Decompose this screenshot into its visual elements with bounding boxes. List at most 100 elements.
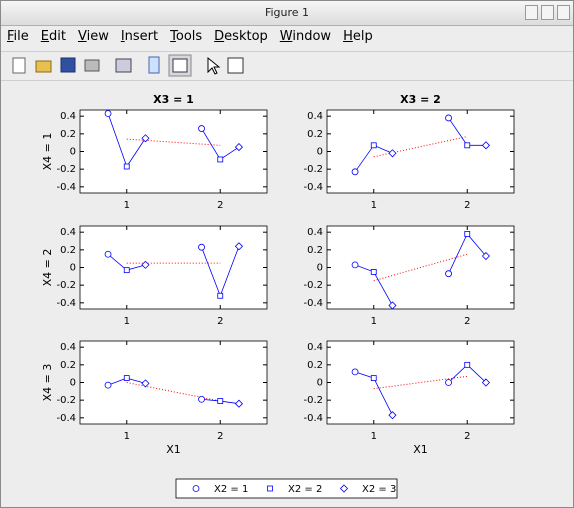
y-tick-label: -0.2: [303, 164, 323, 175]
marker: [217, 398, 224, 404]
menu-item[interactable]: View: [77, 29, 109, 44]
menu-item[interactable]: Desktop: [214, 29, 268, 44]
axes: [326, 109, 515, 194]
x-tick-label: 1: [124, 431, 130, 442]
close-button[interactable]: [557, 5, 570, 20]
marker: [198, 243, 205, 251]
y-tick-label: 0: [317, 263, 323, 274]
legend-marker: [339, 484, 349, 493]
x-tick-label: 2: [217, 431, 223, 442]
marker: [234, 143, 244, 152]
marker: [388, 411, 397, 420]
y-tick-label: 0.2: [60, 129, 76, 140]
print-icon[interactable]: [84, 59, 100, 72]
marker: [141, 134, 150, 143]
x-axis-label: X1: [166, 443, 181, 456]
menu-item[interactable]: Edit: [40, 29, 66, 44]
legend-label: X2 = 2: [288, 484, 322, 495]
mean-line: [126, 382, 221, 402]
y-tick-label: 0.4: [60, 111, 76, 122]
marker: [388, 149, 397, 158]
colorbar-icon[interactable]: [148, 56, 160, 74]
marker: [351, 168, 359, 176]
menu-item[interactable]: Window: [279, 29, 332, 44]
marker: [351, 261, 359, 269]
property-editor-icon[interactable]: [227, 57, 244, 74]
marker: [481, 378, 491, 387]
maximize-button[interactable]: [541, 5, 554, 20]
y-axis-label: X4 = 3: [41, 364, 54, 402]
x-tick-label: 2: [217, 200, 223, 211]
pointer-icon[interactable]: [207, 56, 221, 75]
marker: [445, 114, 452, 122]
x-axis-label: X1: [413, 443, 428, 456]
x-tick-label: 2: [217, 316, 223, 327]
y-tick-label: 0: [317, 147, 323, 158]
minimize-button[interactable]: [525, 5, 538, 20]
y-tick-label: 0: [70, 378, 76, 389]
y-tick-label: -0.4: [303, 182, 323, 193]
y-axis-label: X4 = 1: [41, 133, 54, 171]
marker: [351, 368, 359, 376]
new-icon[interactable]: [12, 57, 26, 74]
marker: [481, 141, 491, 150]
marker: [370, 142, 377, 149]
marker: [234, 399, 244, 408]
x-tick-label: 1: [124, 316, 130, 327]
marker: [464, 142, 471, 149]
y-tick-label: -0.2: [303, 395, 323, 406]
marker: [445, 270, 452, 278]
marker: [198, 395, 205, 403]
axes-title: X3 = 2: [400, 93, 441, 106]
marker: [464, 361, 471, 368]
marker: [141, 379, 150, 388]
legend-box: [175, 478, 398, 499]
legend-marker: [267, 485, 273, 492]
y-tick-label: -0.2: [56, 395, 76, 406]
mean-line: [373, 253, 468, 282]
open-icon[interactable]: [35, 60, 52, 73]
axes-title: X3 = 1: [153, 93, 194, 106]
marker: [481, 251, 491, 261]
menu-item[interactable]: Help: [343, 29, 373, 44]
marker: [198, 125, 205, 132]
y-tick-label: -0.2: [56, 164, 76, 175]
x-tick-label: 2: [464, 431, 470, 442]
y-tick-label: 0.4: [307, 227, 323, 238]
y-tick-label: 0.2: [60, 245, 76, 256]
x-tick-label: 1: [371, 316, 377, 327]
print-preview-icon[interactable]: [115, 58, 132, 73]
marker: [217, 292, 224, 299]
y-tick-label: -0.4: [56, 182, 76, 193]
y-tick-label: -0.4: [303, 298, 323, 309]
toolbar-icons: [12, 54, 244, 77]
x-tick-label: 1: [124, 200, 130, 211]
x-tick-label: 2: [464, 200, 470, 211]
marker: [104, 250, 112, 258]
marker: [370, 269, 377, 275]
x-tick-label: 2: [464, 316, 470, 327]
x-tick-label: 1: [371, 431, 377, 442]
y-tick-label: 0.2: [60, 360, 76, 371]
mean-line: [373, 375, 468, 390]
legend-marker: [192, 485, 200, 492]
save-icon[interactable]: [60, 57, 76, 73]
marker: [123, 163, 130, 170]
legend-icon: [172, 58, 188, 73]
marker: [123, 267, 130, 274]
y-tick-label: -0.2: [303, 280, 323, 291]
legend-label: X2 = 1: [214, 484, 248, 495]
y-tick-label: 0: [317, 378, 323, 389]
toolbar: [1, 51, 573, 81]
menu-item[interactable]: Tools: [170, 29, 203, 44]
y-tick-label: 0: [70, 263, 76, 274]
marker: [104, 110, 112, 117]
mean-line: [126, 138, 221, 146]
y-axis-label: X4 = 2: [41, 249, 54, 287]
y-tick-label: -0.4: [56, 413, 76, 424]
marker: [104, 381, 112, 389]
axes: [79, 340, 268, 425]
marker: [123, 375, 130, 381]
menu-item[interactable]: File: [7, 29, 29, 44]
menu-item[interactable]: Insert: [120, 29, 159, 44]
